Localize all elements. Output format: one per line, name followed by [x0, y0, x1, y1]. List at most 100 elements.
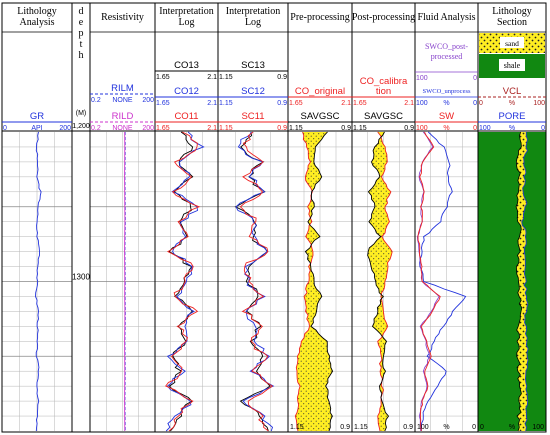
curve-gr: [35, 131, 42, 432]
scale-min-lith: 0: [3, 125, 7, 132]
track-title-pre: Pre-processing: [290, 12, 349, 23]
bottom-scale-min: 100: [417, 424, 429, 431]
scale-max-post: 0.9: [404, 125, 414, 132]
scale-unit-res: NONE: [112, 125, 133, 132]
track-title-interpSC: Log: [245, 17, 261, 28]
curve-name-interpSC: SC13: [241, 60, 265, 71]
scale-min-fluid: 100: [416, 125, 428, 132]
bottom-scale-min: 1.15: [354, 424, 368, 431]
curve-name-post: CO_calibra: [360, 76, 408, 87]
track-title-section: Lithology: [492, 6, 531, 17]
scale-max-lith: 200: [59, 125, 71, 132]
scale-min-res: 0.2: [91, 125, 101, 132]
curve-name-swco-post: processed: [431, 52, 463, 61]
scale-min-interpSC: 1.15: [219, 74, 233, 81]
curve-name-lith: GR: [30, 111, 44, 122]
curve-name-section: PORE: [499, 111, 526, 122]
curve-sw: [417, 131, 441, 432]
bottom-scale-max: 0.9: [403, 424, 413, 431]
scale-min-section: 100: [479, 125, 491, 132]
curve-post-savgsc: [367, 131, 390, 432]
curve-name-post: SAVGSC: [364, 111, 403, 122]
curve-co11: [164, 131, 201, 432]
curve-name-interpSC: SC11: [241, 111, 264, 122]
curve-pore: [521, 131, 529, 432]
track-title-section: Section: [497, 17, 527, 28]
scale-unit-fluid: %: [443, 125, 449, 132]
scale-min-swco-post: 100: [416, 75, 428, 82]
scale-min-pre: 1.65: [289, 100, 303, 107]
scale-max-interpCO: 2.1: [207, 125, 217, 132]
curve-name-post: tion: [376, 86, 391, 97]
curve-vcl: [515, 131, 523, 432]
scale-min-post: 1.65: [353, 100, 367, 107]
track-title-interpSC: Interpretation: [226, 6, 280, 17]
curve-swco-unprocess: [419, 131, 467, 432]
curve-co13: [168, 131, 194, 432]
scale-min-post: 1.15: [353, 125, 367, 132]
scale-max-swco-unprocess: 0: [473, 100, 477, 107]
bottom-scale-min: 0: [480, 424, 484, 431]
bottom-scale-unit: %: [443, 424, 449, 431]
track-title-lith: Analysis: [20, 17, 55, 28]
curve-name-pre: SAVGSC: [301, 111, 340, 122]
legend-shale-label-bg: [499, 59, 525, 71]
track-title-lith: Lithology: [17, 6, 56, 17]
scale-min-interpCO: 1.65: [156, 100, 170, 107]
curve-name-interpSC: SC12: [241, 86, 265, 97]
scale-max-res: 200: [142, 97, 154, 104]
scale-max-swco-post: 0: [473, 75, 477, 82]
track-title-interpCO: Interpretation: [159, 6, 213, 17]
curve-name-swco-post: SWCO_post-: [425, 42, 468, 51]
curve-post-fill: [367, 132, 393, 431]
bottom-scale-max: 100: [532, 424, 544, 431]
scale-unit-section: %: [509, 100, 515, 107]
curve-name-res: RILM: [111, 83, 134, 94]
bottom-scale-max: 0: [472, 424, 476, 431]
scale-max-section: 0: [541, 125, 545, 132]
scale-min-interpCO: 1.65: [156, 74, 170, 81]
scale-max-pre: 2.1: [341, 100, 351, 107]
depth-label-1200: 1,200: [72, 123, 90, 130]
curve-sc11: [239, 131, 274, 432]
curve-name-interpCO: CO13: [174, 60, 199, 71]
scale-max-section: 100: [533, 100, 545, 107]
track-title-post: Post-processing: [352, 12, 415, 23]
curve-pre-co: [294, 131, 314, 432]
scale-max-pre: 0.9: [341, 125, 351, 132]
scale-max-fluid: 0: [473, 125, 477, 132]
curve-name-interpCO: CO12: [174, 86, 199, 97]
scale-max-interpSC: 0.9: [277, 125, 287, 132]
sand-fill: [516, 132, 529, 431]
curve-name-pre: CO_original: [295, 86, 345, 97]
depth-title-letter: d: [79, 6, 84, 17]
curve-pre-savgsc: [304, 131, 334, 432]
curve-name-res: RILD: [112, 111, 134, 122]
bottom-scale-unit: %: [509, 424, 515, 431]
scale-unit-section: %: [509, 125, 515, 132]
depth-title-letter: p: [79, 28, 84, 39]
depth-title-letter: t: [80, 39, 83, 50]
legend-sand-label-bg: [500, 37, 524, 48]
scale-min-pre: 1.15: [289, 125, 303, 132]
scale-min-res: 0.2: [91, 97, 101, 104]
track-title-res: Resistivity: [101, 12, 144, 23]
scale-min-swco-unprocess: 100: [416, 100, 428, 107]
curve-name-fluid: SW: [439, 111, 454, 122]
depth-title-letter: e: [79, 17, 84, 28]
scale-unit-swco-unprocess: %: [443, 100, 449, 107]
track-title-fluid: Fluid Analysis: [417, 12, 475, 23]
scale-unit-res: NONE: [112, 97, 133, 104]
legend-shale-label: shale: [504, 61, 521, 70]
depth-title-letter: h: [79, 50, 84, 61]
scale-max-post: 2.1: [404, 100, 414, 107]
scale-max-interpCO: 2.1: [207, 74, 217, 81]
scale-max-interpSC: 0.9: [277, 100, 287, 107]
scale-max-res: 200: [142, 125, 154, 132]
depth-unit: (M): [76, 110, 87, 117]
shale-fill: [478, 132, 546, 431]
scale-unit-lith: API: [31, 125, 42, 132]
scale-min-interpSC: 1.15: [219, 100, 233, 107]
scale-max-interpSC: 0.9: [277, 74, 287, 81]
